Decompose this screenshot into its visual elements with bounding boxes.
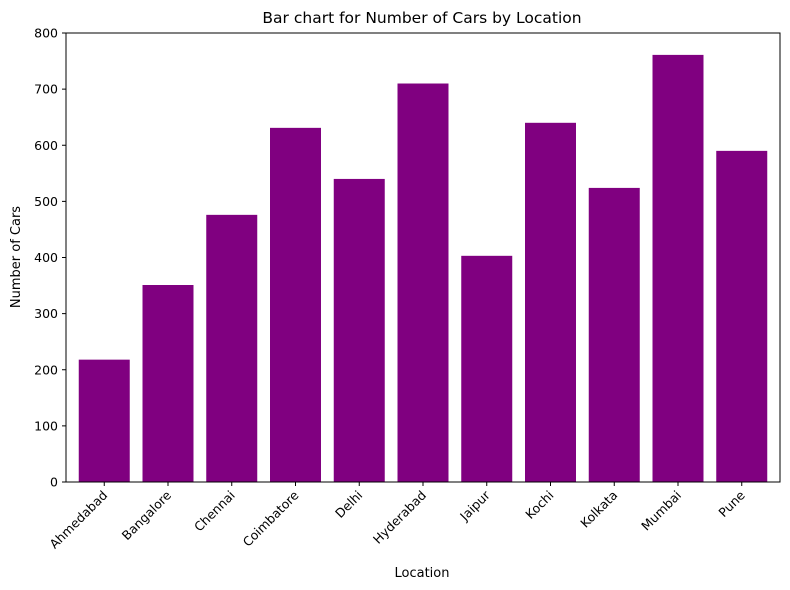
bar-pune (716, 150, 768, 483)
y-tick-label: 700 (34, 82, 58, 97)
bar-chennai (206, 214, 258, 482)
bar-hyderabad (397, 83, 449, 482)
bar-bangalore (142, 285, 194, 482)
y-tick-label: 0 (50, 475, 58, 490)
x-axis: Ahmedabad Bangalore Chennai Coimbatore Delhi… (46, 482, 748, 551)
bar-jaipur (461, 255, 513, 482)
chart-title: Bar chart for Number of Cars by Location (262, 9, 581, 27)
x-axis-label: Location (395, 566, 450, 581)
y-tick-label: 300 (34, 306, 58, 321)
bar-mumbai (652, 54, 704, 483)
plot-frame (65, 32, 781, 483)
y-axis-label: Number of Cars (9, 206, 24, 308)
y-tick-label: 500 (34, 194, 58, 209)
x-tick-label: Delhi (332, 488, 365, 521)
bar-kolkata (588, 187, 640, 482)
y-axis: 0 100 200 300 400 500 600 700 800 (34, 26, 66, 490)
x-tick-label: Hyderabad (370, 488, 429, 547)
x-tick-label: Chennai (191, 488, 238, 535)
x-tick-label: Mumbai (638, 488, 684, 534)
x-tick-label: Kolkata (577, 488, 620, 531)
y-tick-label: 200 (34, 362, 58, 377)
bar-delhi (333, 178, 385, 483)
bar-ahmedabad (78, 359, 130, 482)
x-tick-label: Kochi (522, 488, 556, 522)
bar-coimbatore (270, 127, 321, 482)
bar-kochi (525, 122, 576, 483)
y-tick-label: 600 (34, 138, 58, 153)
y-tick-label: 100 (34, 418, 58, 433)
bars-group (78, 54, 768, 483)
x-tick-label: Coimbatore (240, 487, 302, 549)
x-tick-label: Bangalore (119, 487, 175, 543)
x-tick-label: Jaipur (456, 487, 493, 524)
x-tick-label: Pune (715, 487, 748, 520)
y-tick-label: 400 (34, 250, 58, 265)
x-tick-label: Ahmedabad (46, 488, 110, 552)
y-tick-label: 800 (34, 26, 58, 41)
